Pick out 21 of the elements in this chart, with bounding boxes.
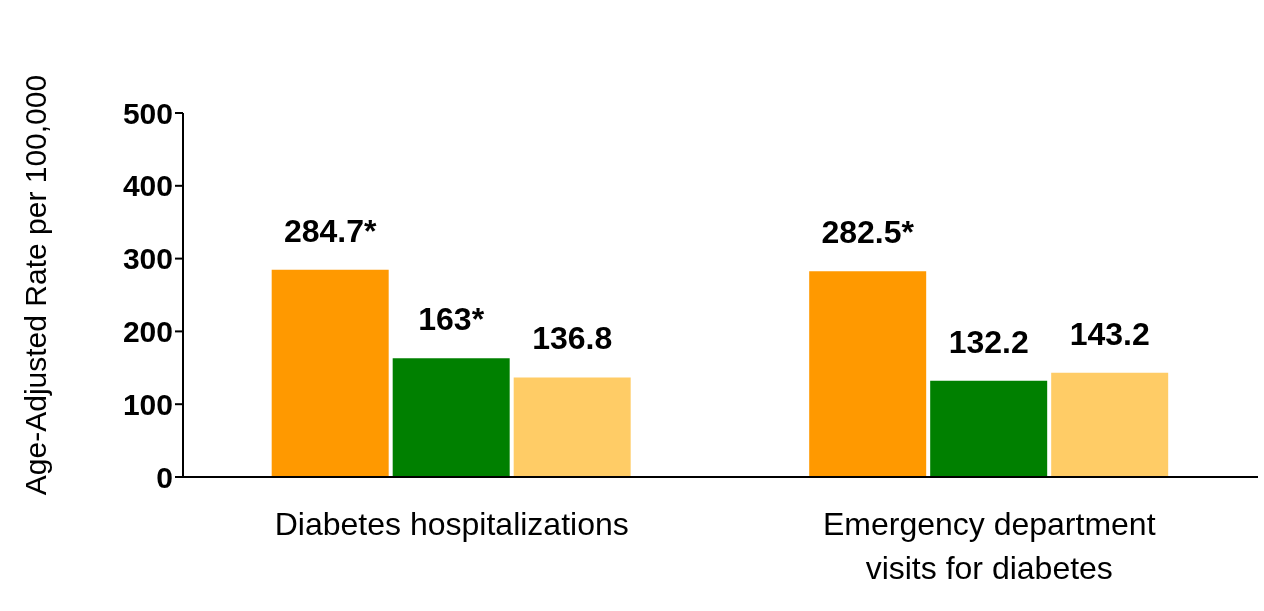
x-tick-label: Diabetes hospitalizations bbox=[274, 506, 629, 542]
data-label: 132.2 bbox=[948, 323, 1029, 360]
y-tick-label: 100 bbox=[122, 387, 173, 421]
data-label: 163* bbox=[418, 301, 485, 338]
y-tick-label: 500 bbox=[122, 96, 173, 130]
bar bbox=[392, 358, 510, 477]
x-tick-label: Emergency department visits for diabetes bbox=[822, 506, 1156, 586]
bar bbox=[930, 380, 1048, 477]
data-label: 136.8 bbox=[532, 320, 613, 357]
bar bbox=[809, 271, 927, 477]
y-tick-label: 400 bbox=[122, 169, 173, 203]
data-label: 143.2 bbox=[1069, 315, 1150, 352]
bar bbox=[513, 377, 631, 477]
data-label: 284.7* bbox=[283, 212, 377, 249]
data-label: 282.5* bbox=[821, 214, 915, 251]
y-tick-label: 0 bbox=[156, 460, 173, 494]
bar bbox=[1051, 372, 1169, 477]
y-tick-label: 200 bbox=[122, 315, 173, 349]
bar bbox=[271, 269, 389, 477]
y-axis-title: Age-Adjusted Rate per 100,000 bbox=[19, 74, 52, 496]
y-tick-label: 300 bbox=[122, 242, 173, 276]
